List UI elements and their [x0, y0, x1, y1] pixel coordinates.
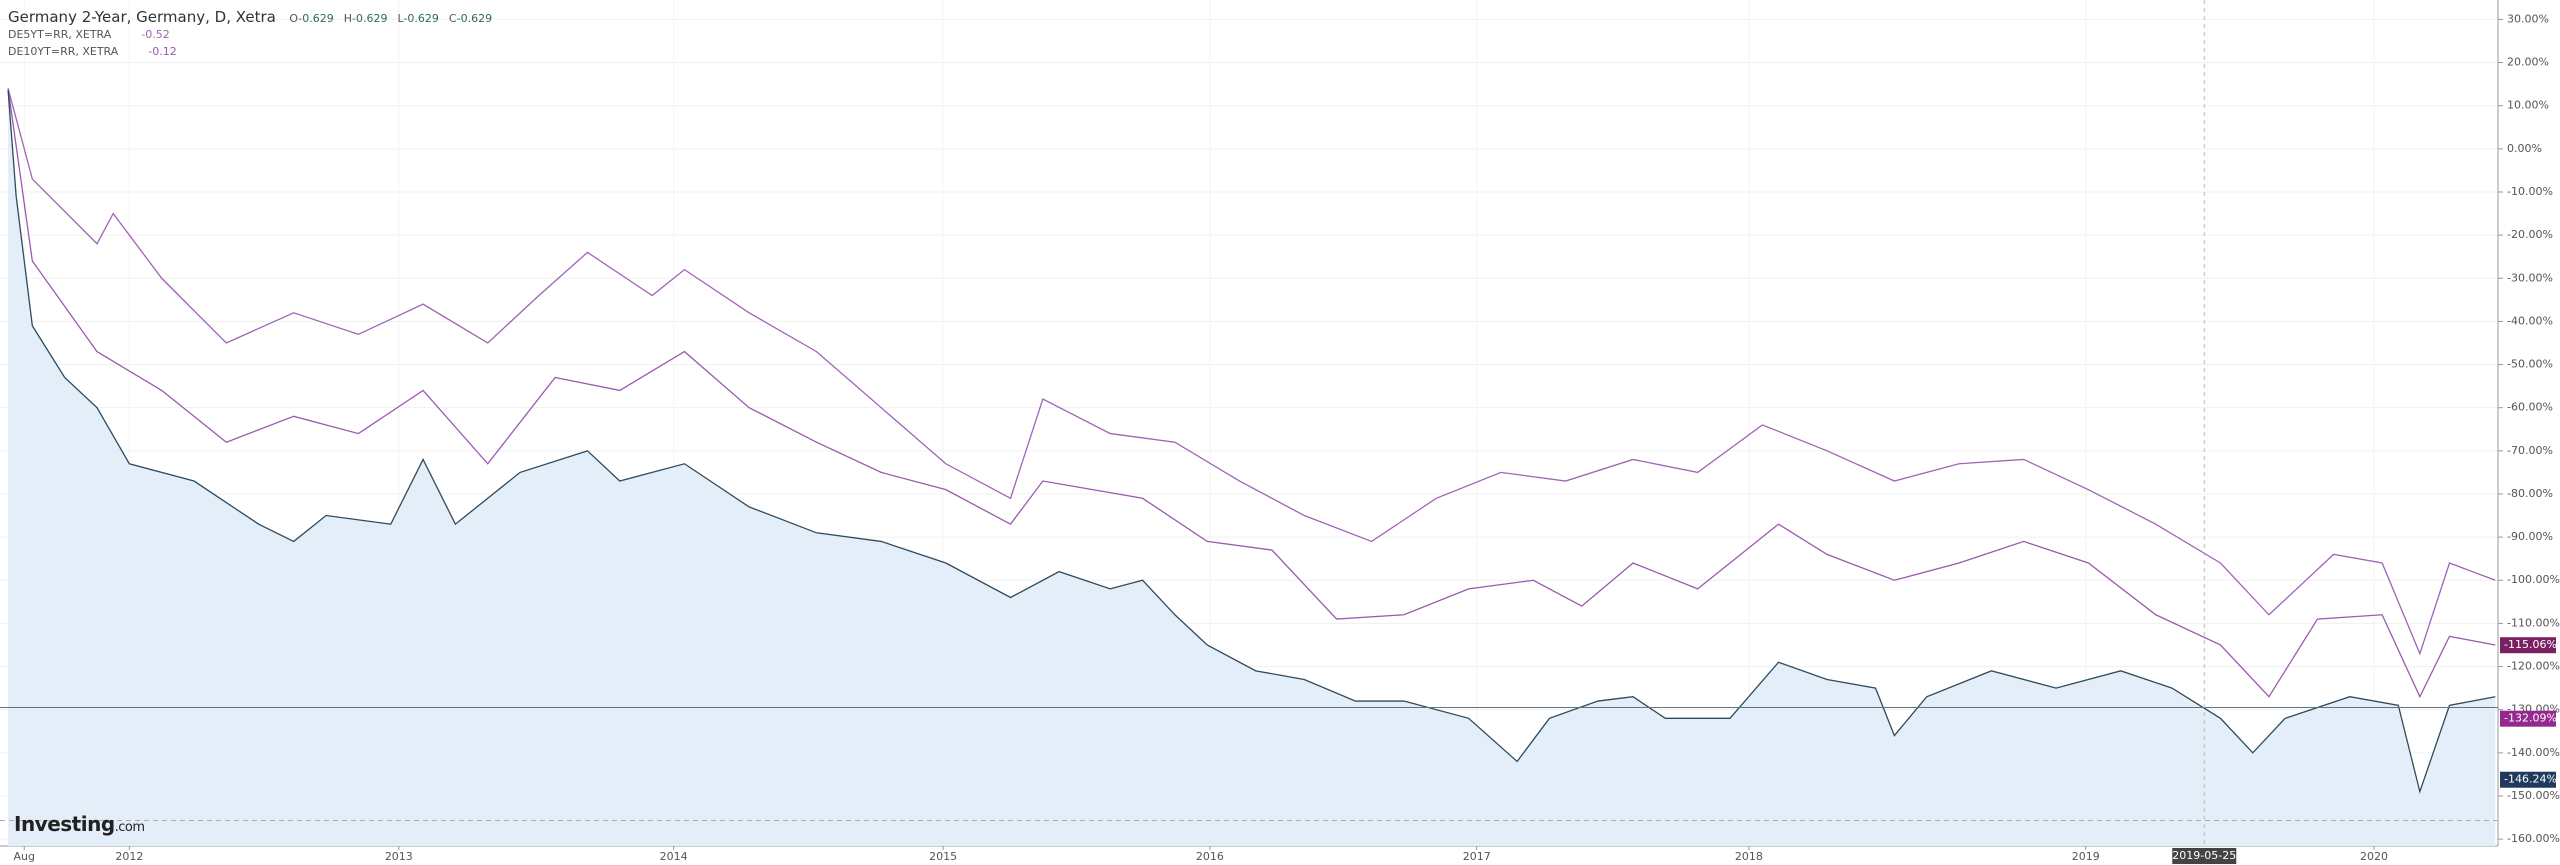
- legend-entry: DE10YT=RR, XETRA -0.12: [8, 45, 177, 58]
- price-label: -146.24%: [2504, 773, 2557, 786]
- x-tick-label: 2012: [115, 850, 143, 863]
- ohlc-value: -0.629: [298, 12, 334, 25]
- y-tick-label: 0.00%: [2507, 142, 2542, 155]
- y-tick-label: -90.00%: [2507, 530, 2553, 543]
- x-tick-label: 2018: [1735, 850, 1763, 863]
- y-tick-label: -70.00%: [2507, 444, 2553, 457]
- y-tick-label: -150.00%: [2507, 789, 2560, 802]
- ohlc-value: -0.629: [352, 12, 388, 25]
- y-tick-label: -140.00%: [2507, 746, 2560, 759]
- y-tick-label: -10.00%: [2507, 185, 2553, 198]
- ohlc-key: C: [448, 12, 457, 25]
- ohlc-key: L: [397, 12, 404, 25]
- legend-value: -0.52: [141, 28, 170, 41]
- x-tick-label: 2013: [385, 850, 413, 863]
- logo: Investing.com: [14, 812, 145, 836]
- legend-entry: DE5YT=RR, XETRA -0.52: [8, 28, 170, 41]
- area: [8, 90, 2496, 846]
- ohlc-key: O: [289, 12, 299, 25]
- y-tick-label: 10.00%: [2507, 99, 2549, 112]
- ohlc-value: -0.629: [403, 12, 439, 25]
- legend-name: DE10YT=RR, XETRA: [8, 45, 119, 58]
- chart-title: Germany 2-Year, Germany, D, Xetra: [8, 8, 276, 26]
- legend-name: DE5YT=RR, XETRA: [8, 28, 112, 41]
- line: [7, 88, 2496, 699]
- ohlc-value: -0.629: [456, 12, 493, 25]
- crosshair-label-bg: [2172, 848, 2237, 864]
- y-tick-label: -80.00%: [2507, 487, 2553, 500]
- y-tick-label: -50.00%: [2507, 358, 2553, 371]
- logo-brand: Investing: [14, 812, 115, 836]
- price-label-bg: [2500, 771, 2556, 788]
- logo-suffix: .com: [114, 820, 145, 835]
- y-tick-label: -120.00%: [2507, 660, 2560, 673]
- x-tick-label: 2020: [2360, 850, 2388, 863]
- ohlc-key: H: [343, 12, 353, 25]
- price-label-bg: [2500, 710, 2556, 727]
- x-tick-label: 2014: [660, 850, 688, 863]
- axis-panel: [2498, 0, 2560, 865]
- y-tick-label: -160.00%: [2507, 832, 2560, 845]
- x-tick-label: Aug: [14, 850, 35, 863]
- ohlc: O-0.629 H-0.629 L-0.629 C-0.629: [279, 12, 492, 25]
- x-tick-label: 2015: [929, 850, 957, 863]
- x-tick-label: 2019: [2072, 850, 2100, 863]
- x-tick-label: 2017: [1463, 850, 1491, 863]
- legend-value: -0.12: [148, 45, 177, 58]
- y-tick-label: -60.00%: [2507, 401, 2553, 414]
- price-label: -115.06%: [2504, 638, 2557, 651]
- y-tick-label: -110.00%: [2507, 616, 2560, 629]
- price-label-bg: [2500, 637, 2556, 654]
- y-tick-label: -20.00%: [2507, 228, 2553, 241]
- y-tick-label: -30.00%: [2507, 271, 2553, 284]
- y-tick-label: -100.00%: [2507, 573, 2560, 586]
- price-label: -132.09%: [2504, 712, 2557, 725]
- x-tick-label: 2016: [1196, 850, 1224, 863]
- y-tick-label: -40.00%: [2507, 314, 2553, 327]
- header: Germany 2-Year, Germany, D, Xetra O-0.62…: [8, 8, 492, 26]
- y-tick-label: 20.00%: [2507, 56, 2549, 69]
- line: [7, 90, 2496, 794]
- line: [7, 88, 2496, 656]
- y-tick-label: 30.00%: [2507, 12, 2549, 25]
- crosshair-label: 2019-05-25: [2172, 849, 2236, 862]
